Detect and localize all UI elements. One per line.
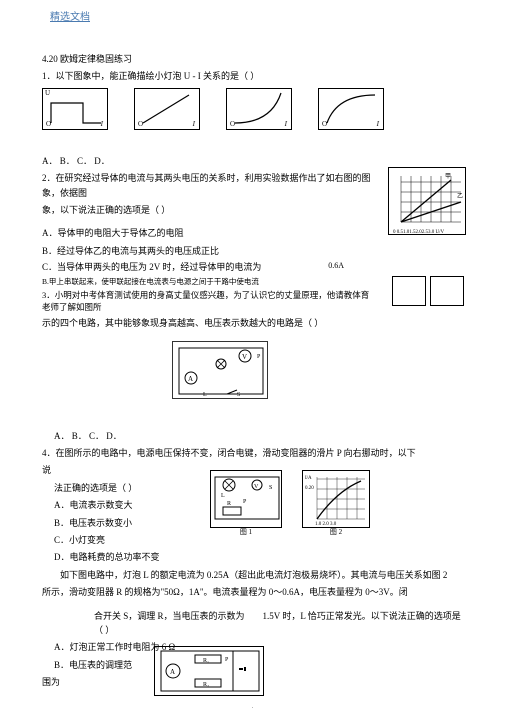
svg-text:R: R — [227, 501, 231, 507]
q1-graph-2: O I — [134, 88, 200, 130]
curve-linear-icon — [135, 89, 201, 131]
q2-graph-svg: 甲乙 — [389, 168, 467, 236]
svg-text:R₂: R₂ — [203, 682, 209, 688]
svg-text:L: L — [203, 392, 207, 398]
q3-minibox-1 — [392, 276, 426, 306]
q5-circuit: A R₁ R₂ P — [154, 646, 264, 696]
axis-o: O — [138, 120, 143, 128]
q5-line3: 合开关 S，调理 R，当电压表的示数为 1.5V 时，L 恰巧正常发光。以下说法… — [42, 609, 462, 638]
q1-graph-3: O I — [226, 88, 292, 130]
q4-line1: 4．在图所示的电路中，电源电压保持不变，闭合电键，滑动变阻器的滑片 P 向右挪动… — [42, 446, 462, 460]
q3-line1: 3．小明对中考体育测试使用的身高丈量仪感兴趣，为了认识它的丈量原理，他请教体育老… — [42, 290, 376, 314]
axis-y: U — [45, 89, 50, 97]
axis-o: O — [322, 120, 327, 128]
svg-text:A: A — [188, 375, 193, 383]
svg-text:乙: 乙 — [457, 193, 463, 200]
q1-options: A． B． C． D． — [42, 154, 462, 168]
q5-line1: 如下图电路中，灯泡 L 的额定电流为 0.25A（超出此电流灯泡极易烧坏）。其电… — [42, 568, 462, 582]
q2-xticks: 0 0.51.01.52.02.53.0 U/V — [393, 230, 444, 235]
axis-x: I — [285, 120, 287, 128]
q4-grid-icon: 0.20 I/A — [303, 471, 371, 529]
svg-text:V: V — [254, 484, 259, 490]
q5-line2: 所示，滑动变阻器 R 的规格为"50Ω，1A"。电流表量程为 0～0.6A，电压… — [42, 585, 462, 599]
curve-convex-icon — [319, 89, 385, 131]
svg-text:甲: 甲 — [445, 173, 451, 180]
q2-optB: B．经过导体乙的电流与其两头的电压成正比 — [42, 244, 462, 258]
svg-text:A: A — [170, 668, 175, 676]
header-title: 精选文档 — [50, 8, 90, 23]
q3-line2: 示的四个电路，其中能够象现身高越高、电压表示数越大的电路是（ ） — [42, 317, 462, 330]
curve-step-icon — [43, 89, 109, 131]
q3-minibox-2 — [430, 276, 464, 306]
q3-options: A． B． C． D． — [42, 429, 462, 443]
section-heading: 4.20 欧姆定律稳固练习 — [42, 52, 462, 66]
axis-o: O — [46, 120, 51, 128]
axis-x: I — [101, 120, 103, 128]
q1-graph-row: U O I O I O I O I — [42, 88, 462, 130]
svg-text:P: P — [257, 354, 261, 360]
q4-grid: 0.20 I/A 1.0 2.0 3.0 图 2 — [302, 470, 370, 528]
svg-text:S: S — [237, 392, 240, 398]
q2-optC: C．当导体甲两头的电压为 2V 时，经过导体甲的电流为 — [42, 261, 462, 274]
page-footer: . — [252, 702, 254, 710]
q1-text: 1．以下图象中，能正确描绘小灯泡 U - I 关系的是（ ） — [42, 69, 462, 83]
q4-fig1-label: 图 1 — [211, 527, 281, 537]
svg-text:0.20: 0.20 — [305, 486, 314, 491]
q2-line1: 2．在研究经过导体的电流与其两头电压的关系时，利用实验数据作出了如右图的图象，依… — [42, 171, 372, 200]
svg-text:P: P — [225, 657, 229, 663]
q4-circuit: V R LSP 图 1 — [210, 470, 282, 528]
curve-concave-icon — [227, 89, 293, 131]
svg-text:V: V — [242, 353, 247, 361]
q5-circuit-icon: A R₁ R₂ P — [155, 647, 265, 697]
svg-text:S: S — [269, 485, 272, 491]
q2-graph: 甲乙 0 0.51.01.52.02.53.0 U/V — [388, 167, 466, 235]
svg-text:I/A: I/A — [305, 476, 312, 481]
axis-x: I — [377, 120, 379, 128]
circuit-icon: V A P L S — [173, 342, 269, 400]
document-body: 4.20 欧姆定律稳固练习 1．以下图象中，能正确描绘小灯泡 U - I 关系的… — [42, 52, 462, 692]
q4-optD: D．电路耗费的总功率不变 — [42, 550, 462, 564]
axis-o: O — [230, 120, 235, 128]
q3-circuit: V A P L S — [172, 341, 268, 399]
q1-graph-4: O I — [318, 88, 384, 130]
q4-fig2-label: 图 2 — [303, 527, 369, 537]
axis-x: I — [193, 120, 195, 128]
q1-graph-1: U O I — [42, 88, 108, 130]
svg-text:P: P — [243, 499, 247, 505]
q2-val1: 0.6A — [328, 261, 344, 270]
q4-circuit-icon: V R L S P — [211, 471, 283, 529]
svg-text:R₁: R₁ — [203, 658, 209, 664]
svg-text:L: L — [221, 493, 225, 499]
